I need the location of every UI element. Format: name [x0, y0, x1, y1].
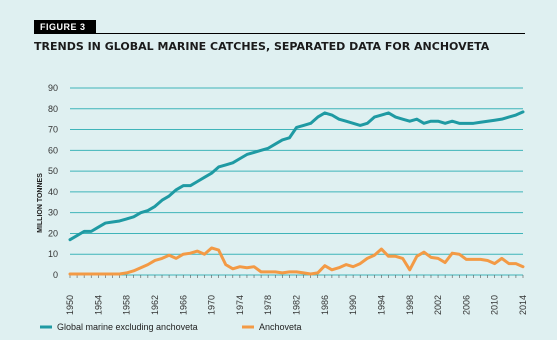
x-tick-label: 2006: [461, 295, 471, 315]
y-tick-label: 20: [48, 228, 58, 238]
x-tick-label: 1970: [207, 295, 217, 315]
x-tick-label: 1954: [93, 295, 103, 315]
y-tick-label: 0: [53, 270, 58, 280]
gridlines: [70, 87, 523, 276]
series-anchoveta: [68, 246, 525, 276]
series-global-marine: [68, 110, 525, 242]
x-axis-ticks: 1950 1954 1958 1962 1966 1970 1974 1978 1982 1986…: [65, 275, 528, 315]
y-axis-ticks: 0 10 20 30 40 50 60 70 80 90: [48, 83, 58, 280]
y-tick-label: 40: [48, 187, 58, 197]
y-tick-label: 50: [48, 166, 58, 176]
x-tick-label: 1978: [263, 295, 273, 315]
x-tick-label: 1982: [292, 295, 302, 315]
x-tick-label: 1998: [405, 295, 415, 315]
y-tick-label: 60: [48, 145, 58, 155]
chart-title: TRENDS IN GLOBAL MARINE CATCHES, SEPARAT…: [34, 40, 490, 53]
x-tick-label: 1994: [376, 295, 386, 315]
x-tick-label: 2010: [490, 295, 500, 315]
y-tick-label: 30: [48, 208, 58, 218]
x-tick-label: 1950: [65, 295, 75, 315]
y-axis-label: MILLION TONNES: [37, 173, 44, 233]
y-tick-label: 70: [48, 125, 58, 135]
x-tick-label: 1974: [235, 295, 245, 315]
y-tick-label: 90: [48, 83, 58, 93]
legend: Global marine excluding anchoveta Anchove…: [40, 322, 302, 332]
y-tick-label: 80: [48, 104, 58, 114]
legend-anchoveta-label: Anchoveta: [259, 322, 302, 332]
legend-global-marine-label: Global marine excluding anchoveta: [57, 322, 198, 332]
x-tick-label: 1958: [122, 295, 132, 315]
y-tick-label: 10: [48, 249, 58, 259]
x-tick-label: 1962: [150, 295, 160, 315]
figure-rule: [34, 33, 525, 34]
x-tick-label: 1986: [320, 295, 330, 315]
figure-label: FIGURE 3: [34, 20, 96, 33]
series-lines: [68, 110, 525, 276]
x-tick-label: 1966: [178, 295, 188, 315]
x-tick-label: 2014: [518, 295, 528, 315]
x-tick-label: 1990: [348, 295, 358, 315]
x-tick-label: 2002: [433, 295, 443, 315]
